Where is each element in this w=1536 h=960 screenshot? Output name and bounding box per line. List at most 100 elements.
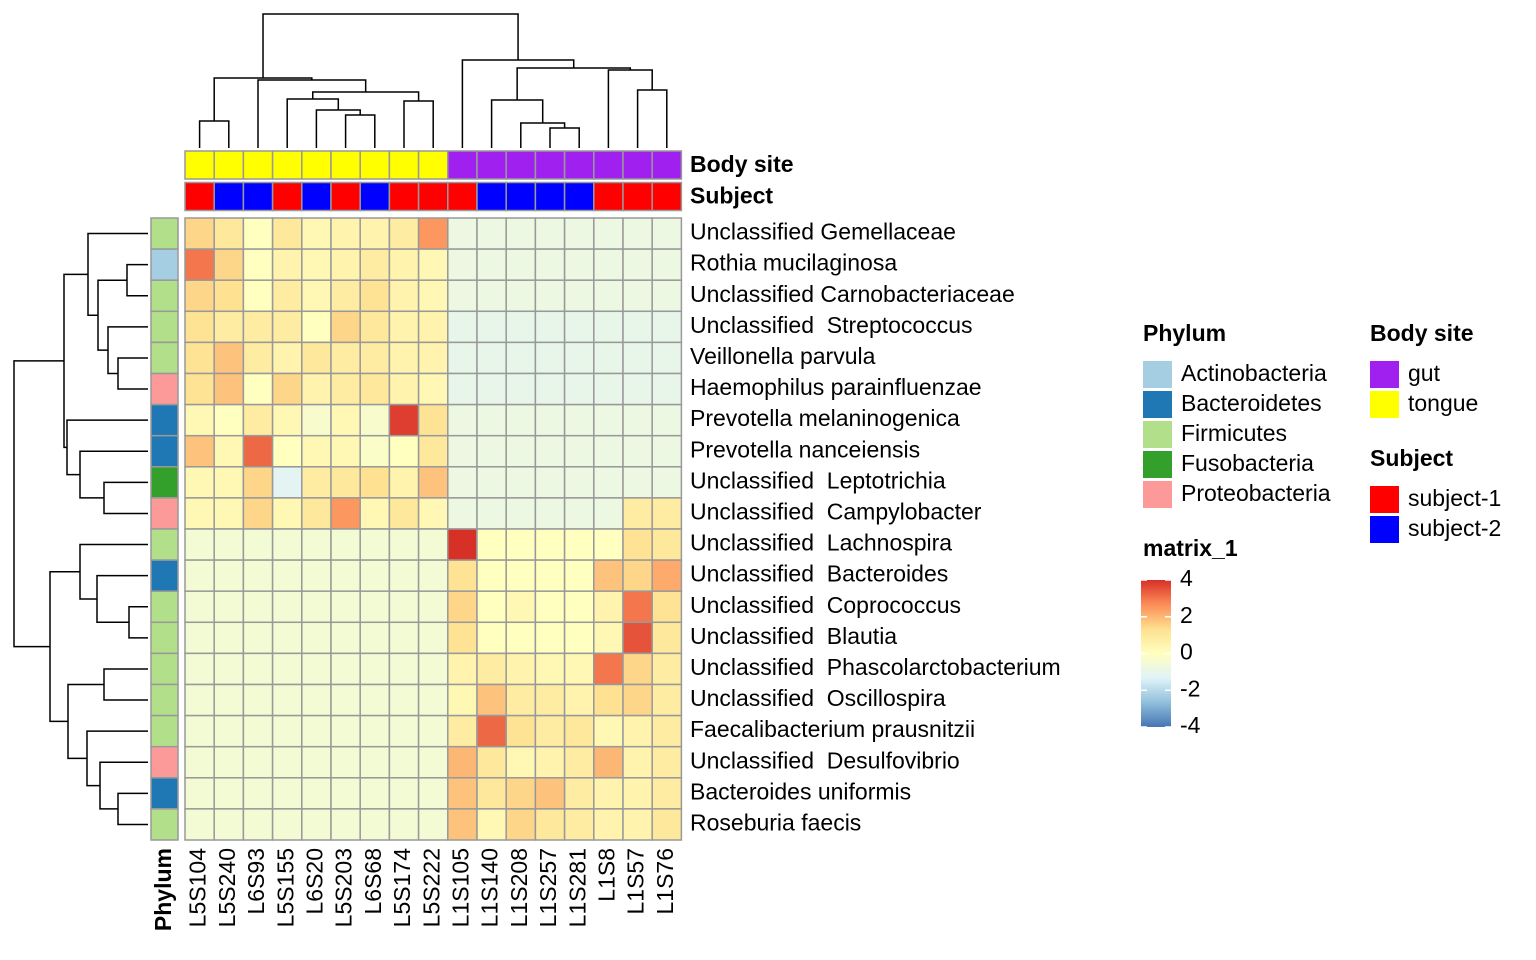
heat-cell bbox=[330, 372, 361, 406]
legend-title: Phylum bbox=[1143, 320, 1226, 346]
heat-cell bbox=[622, 714, 653, 748]
heat-cell bbox=[213, 621, 245, 655]
heat-cell bbox=[563, 590, 595, 624]
heat-cell bbox=[388, 279, 420, 313]
heat-cell bbox=[476, 683, 507, 717]
heat-cell bbox=[184, 745, 215, 779]
dendrogram-branch bbox=[87, 232, 148, 316]
heat-cell bbox=[242, 652, 274, 686]
heat-cell bbox=[213, 590, 245, 624]
heat-cell bbox=[447, 714, 478, 748]
column-annotation-cell bbox=[476, 150, 507, 180]
color-tick-label: -4 bbox=[1180, 712, 1201, 738]
heat-cell bbox=[534, 777, 566, 810]
heat-cell bbox=[330, 434, 361, 468]
heat-cell bbox=[417, 341, 449, 375]
heat-cell bbox=[242, 559, 274, 592]
annotation-label: Subject bbox=[690, 183, 773, 209]
heat-cell bbox=[447, 745, 478, 779]
heat-cell bbox=[301, 310, 332, 344]
heat-cell bbox=[447, 559, 478, 592]
heat-cell bbox=[359, 808, 391, 841]
heat-cell bbox=[184, 808, 215, 841]
heat-cell bbox=[417, 279, 449, 313]
heat-cell bbox=[301, 714, 332, 748]
heat-cell bbox=[242, 590, 274, 624]
heat-cell bbox=[593, 497, 624, 530]
heat-cell bbox=[476, 466, 507, 499]
heat-cell bbox=[447, 466, 478, 499]
heat-cell bbox=[242, 217, 274, 250]
heat-cell bbox=[271, 621, 303, 655]
heat-cell bbox=[563, 279, 595, 313]
row-label: Unclassified Coprococcus bbox=[690, 592, 961, 618]
heat-cell bbox=[184, 434, 215, 468]
heat-cell bbox=[534, 372, 566, 406]
dendrogram-branch bbox=[67, 683, 104, 760]
heat-cell bbox=[622, 248, 653, 281]
heat-cell bbox=[563, 652, 595, 686]
heat-cell bbox=[622, 745, 653, 779]
heat-cell bbox=[388, 403, 420, 437]
heat-cell bbox=[301, 497, 332, 530]
heat-cell bbox=[359, 683, 391, 717]
heat-cell bbox=[505, 559, 537, 592]
heat-cell bbox=[330, 310, 361, 344]
column-annotation-cell bbox=[622, 181, 653, 212]
heat-cell bbox=[651, 497, 683, 530]
row-label: Veillonella parvula bbox=[690, 343, 876, 369]
heat-cell bbox=[184, 714, 215, 748]
color-tick-label: 4 bbox=[1180, 565, 1193, 591]
heat-cell bbox=[330, 808, 361, 841]
heat-cell bbox=[359, 310, 391, 344]
heat-cell bbox=[388, 372, 420, 406]
heat-cell bbox=[359, 497, 391, 530]
heat-cell bbox=[242, 434, 274, 468]
heat-cell bbox=[651, 341, 683, 375]
heat-cell bbox=[417, 310, 449, 344]
heat-cell bbox=[505, 808, 537, 841]
heat-cell bbox=[330, 745, 361, 779]
heat-cell bbox=[330, 683, 361, 717]
dendrogram-branch bbox=[262, 13, 519, 78]
heat-cell bbox=[213, 279, 245, 313]
row-label: Unclassified Bacteroides bbox=[690, 561, 948, 587]
heat-cell bbox=[622, 466, 653, 499]
heat-cell bbox=[476, 310, 507, 344]
row-annotation-cell bbox=[150, 434, 179, 468]
heat-cell bbox=[476, 279, 507, 313]
heat-cell bbox=[593, 652, 624, 686]
heat-cell bbox=[534, 310, 566, 344]
heat-cell bbox=[301, 745, 332, 779]
heat-cell bbox=[301, 808, 332, 841]
heat-cell bbox=[301, 528, 332, 561]
heat-cell bbox=[388, 621, 420, 655]
heat-cell bbox=[359, 434, 391, 468]
legend-swatch bbox=[1370, 486, 1399, 513]
heat-cell bbox=[184, 683, 215, 717]
dendrogram-branch bbox=[403, 100, 434, 148]
heat-cell bbox=[301, 341, 332, 375]
heat-cell bbox=[388, 248, 420, 281]
heat-cell bbox=[271, 559, 303, 592]
heat-cell bbox=[301, 559, 332, 592]
heat-cell bbox=[622, 403, 653, 437]
legend-swatch bbox=[1143, 361, 1172, 388]
heat-cell bbox=[651, 714, 683, 748]
heat-cell bbox=[213, 341, 245, 375]
column-annotation-cell bbox=[651, 181, 683, 212]
heat-cell bbox=[534, 403, 566, 437]
heat-cell bbox=[476, 745, 507, 779]
heat-cell bbox=[242, 683, 274, 717]
heat-cell bbox=[388, 808, 420, 841]
heat-cell bbox=[330, 248, 361, 281]
heat-cell bbox=[505, 528, 537, 561]
heat-cell bbox=[301, 652, 332, 686]
heat-cell bbox=[651, 621, 683, 655]
heat-cell bbox=[271, 341, 303, 375]
heat-cell bbox=[330, 559, 361, 592]
heat-cell bbox=[271, 403, 303, 437]
heat-cell bbox=[622, 808, 653, 841]
legend-title: Subject bbox=[1370, 445, 1453, 471]
legend-swatch bbox=[1143, 421, 1172, 448]
